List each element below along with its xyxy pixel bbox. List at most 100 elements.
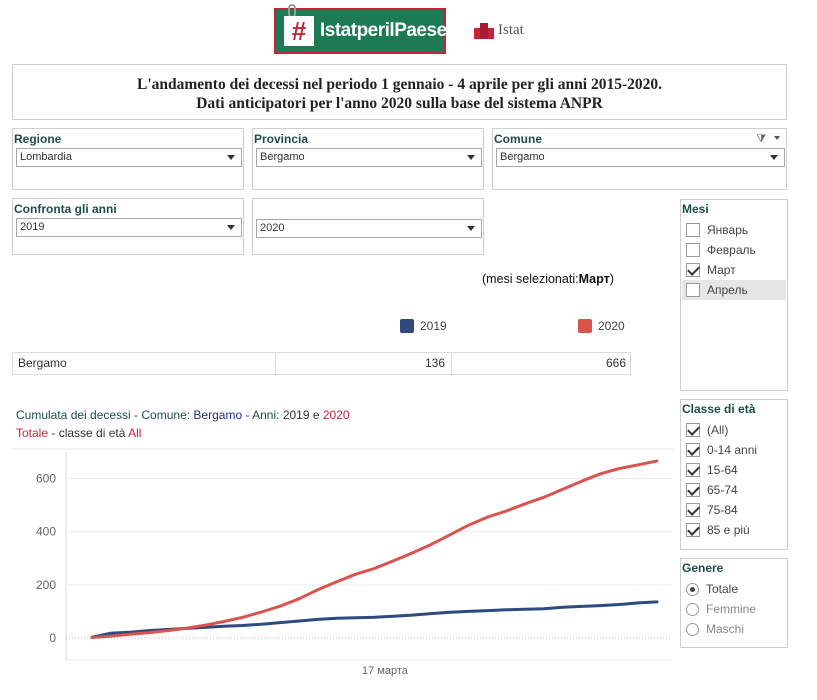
provincia-label: Provincia [254, 132, 309, 146]
title-line-1: L'andamento dei decessi nel periodo 1 ge… [136, 76, 662, 93]
chevron-down-icon [467, 226, 475, 231]
legend-swatch-2020 [578, 319, 592, 333]
caption-text: Cumulata dei decessi - Comune: [16, 408, 194, 422]
x-axis-label: 17 марта [362, 665, 409, 677]
dashboard-title: L'andamento dei decessi nel periodo 1 ge… [12, 64, 787, 120]
comune-filter: Comune ⧩ Bergamo [492, 128, 787, 190]
checkbox[interactable] [686, 223, 700, 237]
year2-value: 2020 [260, 222, 285, 234]
caption-comune: Bergamo [193, 408, 243, 422]
classe-option-label: 85 e più [707, 523, 750, 537]
series-line-2020 [90, 459, 659, 639]
legend-label-2020: 2020 [598, 319, 625, 333]
classe-option-all[interactable]: (All) [682, 420, 786, 440]
row-value-2019: 136 [276, 353, 452, 374]
mesi-option-label: Февраль [707, 243, 756, 257]
chart-caption-1: Cumulata dei decessi - Comune: Bergamo -… [16, 408, 350, 422]
logo-hash: # [284, 16, 314, 46]
classe-option-75-84[interactable]: 75-84 [682, 500, 786, 520]
genere-option-label: Maschi [706, 622, 745, 636]
cumulative-deaths-chart: 0 200 400 600 17 марта [12, 448, 674, 683]
provincia-select[interactable]: Bergamo [256, 148, 482, 167]
checkbox-checked[interactable] [686, 503, 700, 517]
caption-text: - classe di età [48, 426, 129, 440]
chevron-down-icon [227, 225, 235, 230]
year2-select[interactable]: 2020 [256, 219, 482, 238]
classe-option-15-64[interactable]: 15-64 [682, 460, 786, 480]
table-row: Bergamo 136 666 [12, 352, 631, 375]
regione-filter: Regione Lombardia [12, 128, 244, 190]
caption-year-2019: 2019 [282, 408, 310, 422]
mesi-option-january[interactable]: Январь [682, 220, 786, 240]
caption-all: All [128, 426, 142, 440]
classe-option-85-plus[interactable]: 85 e più [682, 520, 786, 540]
radio[interactable] [686, 622, 699, 636]
mesi-selezionati: (mesi selezionati:Март) [482, 272, 614, 286]
confronta-value: 2019 [20, 221, 45, 233]
row-value-2020: 666 [605, 356, 626, 370]
checkbox-checked[interactable] [686, 423, 700, 437]
mesi-option-april[interactable]: Апрель [682, 280, 786, 300]
clear-filter-icon[interactable]: ⧩ [756, 132, 766, 145]
provincia-value: Bergamo [260, 151, 305, 163]
istat-mark-icon [474, 22, 494, 39]
confronta-filter: Confronta gli anni 2019 [12, 198, 244, 255]
genere-option-femmine[interactable]: Femmine [682, 599, 786, 619]
regione-value: Lombardia [20, 151, 72, 163]
regione-select[interactable]: Lombardia [16, 148, 242, 167]
classe-option-label: 15-64 [707, 463, 738, 477]
istat-logo: Istat [474, 22, 524, 39]
genere-option-label: Femmine [706, 602, 757, 616]
comune-value: Bergamo [500, 151, 545, 163]
classe-option-label: 75-84 [707, 503, 738, 517]
checkbox-checked[interactable] [686, 523, 700, 537]
checkbox-checked[interactable] [686, 463, 700, 477]
genere-panel: Genere Totale Femmine Maschi [680, 558, 788, 648]
legend-swatch-2019 [400, 319, 414, 333]
radio-selected[interactable] [686, 582, 699, 596]
mesi-option-march[interactable]: Март [682, 260, 786, 280]
chart-svg: 0 200 400 600 17 марта [12, 448, 674, 677]
genere-title: Genere [682, 561, 724, 575]
radio[interactable] [686, 602, 699, 616]
genere-option-maschi[interactable]: Maschi [682, 619, 786, 639]
istat-text: Istat [498, 22, 524, 38]
chevron-down-icon [227, 155, 235, 160]
caption-totale: Totale [16, 426, 49, 440]
istat-per-il-paese-logo: # IstatperilPaese [274, 4, 447, 54]
provincia-filter: Provincia Bergamo [252, 128, 484, 190]
logo-text: IstatperilPaese [320, 20, 447, 41]
checkbox-checked[interactable] [686, 483, 700, 497]
mesi-selezionati-value: Март [578, 272, 610, 286]
chevron-down-icon [770, 155, 778, 160]
comune-select[interactable]: Bergamo [496, 148, 785, 167]
year2-filter: 2020 [252, 198, 484, 255]
legend-label-2019: 2019 [420, 319, 447, 333]
caption-text: - Anni: [242, 408, 283, 422]
series-line-2019 [90, 600, 659, 639]
checkbox[interactable] [686, 243, 700, 257]
classe-option-65-74[interactable]: 65-74 [682, 480, 786, 500]
y-tick-label: 400 [36, 525, 56, 539]
mesi-option-february[interactable]: Февраль [682, 240, 786, 260]
legend-item-2020: 2020 [578, 319, 625, 333]
checkbox-checked[interactable] [686, 443, 700, 457]
y-tick-label: 0 [49, 631, 56, 645]
checkbox[interactable] [686, 283, 700, 297]
mesi-option-label: Апрель [707, 283, 748, 297]
comune-label: Comune [494, 132, 542, 146]
caption-year-2020: 2020 [322, 408, 350, 422]
classe-option-0-14[interactable]: 0-14 anni [682, 440, 786, 460]
checkbox-checked[interactable] [686, 263, 700, 277]
legend-item-2019: 2019 [400, 319, 447, 333]
mesi-option-label: Март [707, 263, 736, 277]
filter-menu-icon[interactable] [774, 136, 780, 140]
classe-eta-panel: Classe di età (All) 0-14 anni 15-64 65-7… [680, 399, 788, 550]
classe-option-label: 0-14 anni [707, 443, 758, 457]
classe-option-label: 65-74 [707, 483, 738, 497]
genere-option-totale[interactable]: Totale [682, 579, 786, 599]
confronta-select[interactable]: 2019 [16, 218, 242, 237]
y-tick-label: 600 [36, 472, 56, 486]
genere-option-label: Totale [706, 582, 739, 596]
chart-caption-2: Totale - classe di età All [16, 426, 141, 440]
